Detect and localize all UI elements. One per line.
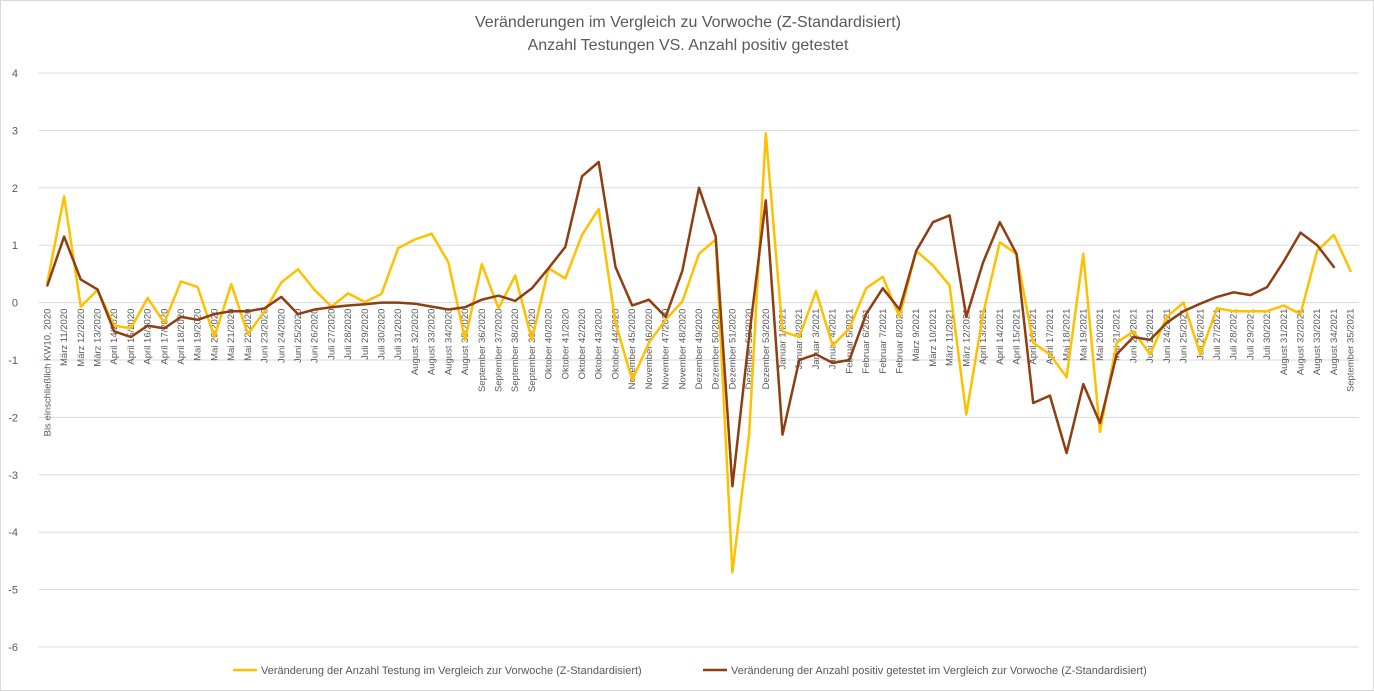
x-tick-label: Dezember 51/2020 <box>727 309 738 390</box>
x-tick-label: Mai 20/2021 <box>1095 309 1106 361</box>
x-tick-label: Juni 24/2020 <box>276 309 287 363</box>
x-tick-label: April 14/2021 <box>995 309 1006 365</box>
x-tick-label: Februar 7/2021 <box>878 309 889 374</box>
x-tick-label: März 12/2020 <box>76 309 87 367</box>
x-tick-label: März 9/2021 <box>911 309 922 362</box>
x-tick-label: Mai 21/2020 <box>226 309 237 361</box>
x-tick-label: Juli 30/2021 <box>1262 309 1273 360</box>
y-tick-label: -5 <box>8 585 18 597</box>
x-tick-label: März 13/2020 <box>92 309 103 367</box>
x-tick-label: Januar 3/2021 <box>811 309 822 370</box>
x-tick-label: April 16/2021 <box>1028 309 1039 365</box>
x-tick-label: April 16/2020 <box>143 309 154 365</box>
x-tick-label: Juli 29/2021 <box>1245 309 1256 360</box>
x-tick-label: Februar 8/2021 <box>895 309 906 374</box>
y-tick-label: -2 <box>8 412 18 424</box>
x-tick-label: August 33/2021 <box>1312 309 1323 376</box>
x-tick-label: Juli 31/2020 <box>393 309 404 360</box>
legend-label-2: Veränderung der Anzahl positiv getestet … <box>731 665 1147 677</box>
x-tick-label: August 33/2020 <box>427 309 438 376</box>
x-tick-label: Bis einschließlich KW10, 2020 <box>42 309 53 437</box>
series-line-2 <box>47 162 1334 486</box>
x-tick-label: September 35/2021 <box>1346 309 1357 392</box>
x-tick-label: August 32/2020 <box>410 309 421 376</box>
x-tick-label: Oktober 40/2020 <box>544 309 555 380</box>
x-tick-label: Oktober 41/2020 <box>560 309 571 380</box>
x-tick-label: September 38/2020 <box>510 309 521 392</box>
y-tick-label: 3 <box>12 125 18 137</box>
x-tick-label: Februar 6/2021 <box>861 309 872 374</box>
x-tick-label: August 31/2021 <box>1279 309 1290 376</box>
x-tick-label: September 37/2020 <box>493 309 504 392</box>
x-tick-label: Juli 28/2020 <box>343 309 354 360</box>
y-tick-label: 1 <box>12 240 18 252</box>
y-tick-label: -4 <box>8 527 18 539</box>
x-tick-label: Juni 26/2020 <box>310 309 321 363</box>
x-tick-label: September 36/2020 <box>477 309 488 392</box>
x-tick-label: Juni 25/2020 <box>293 309 304 363</box>
x-tick-label: März 10/2021 <box>928 309 939 367</box>
x-tick-label: Juli 28/2021 <box>1229 309 1240 360</box>
y-tick-label: 0 <box>12 298 18 310</box>
y-tick-label: 2 <box>12 183 18 195</box>
legend-label-1: Veränderung der Anzahl Testung im Vergle… <box>261 665 642 677</box>
x-tick-label: Dezember 53/2020 <box>761 309 772 390</box>
x-tick-label: November 48/2020 <box>677 309 688 390</box>
x-tick-label: Mai 19/2021 <box>1078 309 1089 361</box>
x-tick-label: August 34/2020 <box>443 309 454 376</box>
x-tick-label: Januar 1/2021 <box>778 309 789 370</box>
x-tick-label: April 15/2021 <box>1011 309 1022 365</box>
y-tick-label: -6 <box>8 642 18 654</box>
x-tick-label: Dezember 49/2020 <box>694 309 705 390</box>
x-tick-label: März 11/2020 <box>59 309 70 366</box>
x-tick-label: Juli 29/2020 <box>360 309 371 360</box>
x-tick-label: Juli 30/2020 <box>377 309 388 360</box>
x-tick-label: Mai 19/2020 <box>193 309 204 361</box>
x-tick-label: Juli 27/2020 <box>326 309 337 360</box>
y-tick-label: -1 <box>8 355 18 367</box>
x-tick-label: August 32/2021 <box>1296 309 1307 376</box>
y-tick-label: 4 <box>12 68 18 80</box>
x-tick-label: Oktober 42/2020 <box>577 309 588 380</box>
x-tick-label: Oktober 43/2020 <box>594 309 605 380</box>
x-tick-label: August 34/2021 <box>1329 309 1340 376</box>
y-tick-label: -3 <box>8 470 18 482</box>
